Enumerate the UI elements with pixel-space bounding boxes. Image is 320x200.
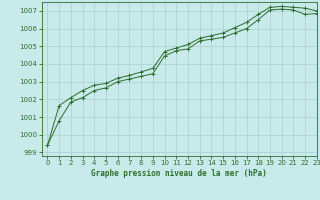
X-axis label: Graphe pression niveau de la mer (hPa): Graphe pression niveau de la mer (hPa) <box>91 169 267 178</box>
